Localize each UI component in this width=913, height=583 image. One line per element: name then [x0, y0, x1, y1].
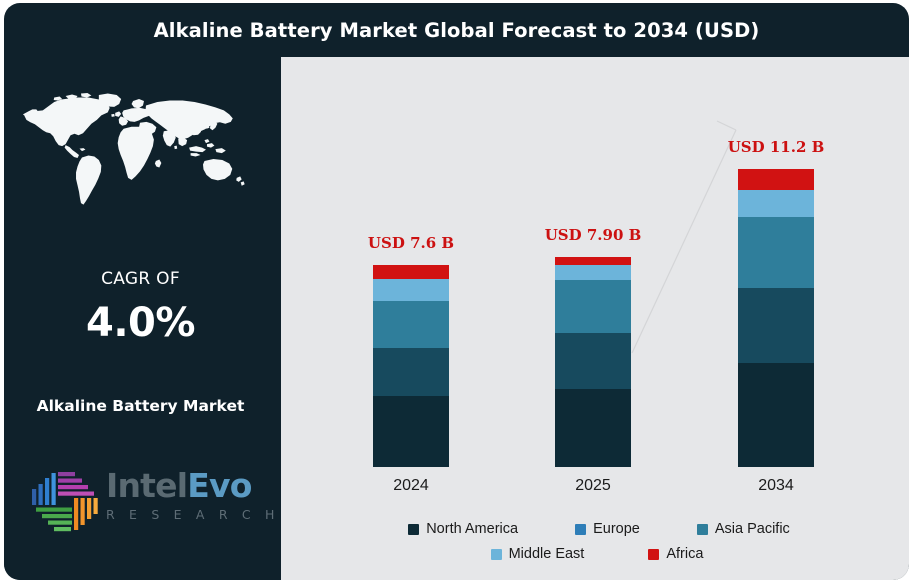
header-bar: Alkaline Battery Market Global Forecast …: [4, 3, 909, 57]
bar-segment-asia-pacific[interactable]: [738, 216, 814, 289]
bar-total-label: USD 7.90 B: [544, 225, 642, 244]
stacked-bar[interactable]: [373, 264, 449, 467]
market-name-label: Alkaline Battery Market: [36, 397, 245, 415]
chart-legend: North America Europe Asia Pacific Middle E…: [281, 521, 909, 562]
legend-label: Africa: [666, 546, 704, 562]
legend-row-2: Middle East Africa: [281, 546, 909, 562]
legend-label: Asia Pacific: [714, 521, 790, 537]
legend-swatch-icon: [648, 548, 660, 560]
bar-total-label: USD 11.2 B: [727, 138, 825, 157]
brand-word-part2: Evo: [187, 466, 252, 505]
legend-swatch-icon: [490, 548, 502, 560]
brand-subtitle: R E S E A R C H: [106, 507, 280, 522]
x-axis-label-2034: 2034: [758, 477, 794, 494]
legend-item-asia-pacific[interactable]: Asia Pacific: [696, 521, 790, 537]
bar-total-label: USD 7.6 B: [367, 233, 455, 252]
bar-segment-africa[interactable]: [738, 169, 814, 190]
legend-row-1: North America Europe Asia Pacific: [281, 521, 909, 537]
legend-item-middle-east[interactable]: Middle East: [490, 546, 585, 562]
bar-segment-africa[interactable]: [373, 264, 449, 279]
x-axis-label-2024: 2024: [393, 477, 429, 494]
bar-segment-middle-east[interactable]: [373, 278, 449, 302]
x-axis-label-2025: 2025: [575, 477, 611, 494]
cagr-caption: CAGR OF: [101, 269, 180, 289]
legend-item-africa[interactable]: Africa: [648, 546, 703, 562]
legend-label: Middle East: [508, 546, 585, 562]
legend-swatch-icon: [575, 523, 587, 535]
intelevo-pinwheel-icon: [28, 467, 102, 537]
bar-segment-europe[interactable]: [555, 332, 631, 390]
bar-segment-africa[interactable]: [555, 256, 631, 266]
bar-group-2024: USD 7.6 B 2024: [368, 234, 454, 494]
bar-segment-middle-east[interactable]: [555, 265, 631, 280]
bar-segment-north-america[interactable]: [373, 396, 449, 467]
legend-label: North America: [426, 521, 519, 537]
brand-logo: IntelEvo R E S E A R C H: [24, 462, 280, 542]
bar-segment-europe[interactable]: [738, 288, 814, 363]
legend-item-north-america[interactable]: North America: [408, 521, 518, 537]
cagr-value: 4.0%: [86, 300, 195, 346]
page-title: Alkaline Battery Market Global Forecast …: [153, 18, 760, 42]
bar-segment-asia-pacific[interactable]: [373, 301, 449, 348]
bar-group-2025: USD 7.90 B 2025: [545, 226, 642, 494]
world-map-icon: [17, 85, 265, 237]
stacked-bar[interactable]: [555, 256, 631, 467]
legend-swatch-icon: [408, 523, 420, 535]
bar-segment-middle-east[interactable]: [738, 189, 814, 217]
sidebar: CAGR OF 4.0% Alkaline Battery Market: [4, 57, 277, 580]
infographic-card: Alkaline Battery Market Global Forecast …: [4, 3, 909, 580]
brand-wordmark: IntelEvo: [106, 468, 264, 504]
bar-segment-north-america[interactable]: [555, 389, 631, 467]
brand-logo-text: IntelEvo R E S E A R C H: [106, 468, 280, 523]
legend-item-europe[interactable]: Europe: [575, 521, 640, 537]
legend-label: Europe: [593, 521, 640, 537]
bar-segment-europe[interactable]: [373, 347, 449, 397]
bar-segment-asia-pacific[interactable]: [555, 280, 631, 333]
bar-segment-north-america[interactable]: [738, 362, 814, 467]
stacked-bar[interactable]: [738, 169, 814, 467]
chart-panel: USD 7.6 B 2024 USD 7.90 B 2025 USD 11.2 B 203…: [281, 57, 909, 580]
bar-group-2034: USD 11.2 B 2034: [728, 138, 825, 494]
brand-word-part1: Intel: [106, 466, 188, 505]
legend-swatch-icon: [696, 523, 708, 535]
